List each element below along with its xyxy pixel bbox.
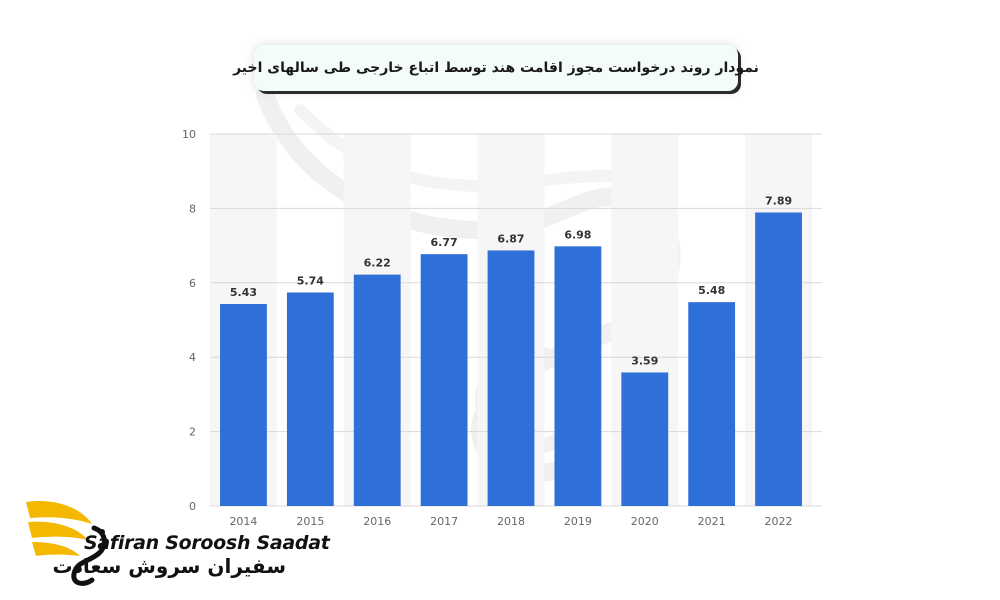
bar-2022 <box>755 212 802 506</box>
y-tick-label: 8 <box>189 202 196 215</box>
x-tick-label: 2016 <box>363 515 391 528</box>
y-tick-label: 4 <box>189 351 196 364</box>
bar-2016 <box>353 274 401 506</box>
bar-2014 <box>220 304 267 506</box>
bar-value-label: 5.74 <box>297 274 324 287</box>
bar-value-label: 6.87 <box>497 232 524 245</box>
bar-2015 <box>286 292 334 506</box>
chart-title: نمودار روند درخواست مجوز اقامت هند توسط … <box>233 60 759 76</box>
y-tick-label: 0 <box>189 500 196 513</box>
y-tick-label: 2 <box>189 426 196 439</box>
bar-value-label: 7.89 <box>765 194 792 207</box>
x-tick-label: 2021 <box>698 515 726 528</box>
wing-logo-icon <box>26 500 107 586</box>
brand-logo: Safiran Soroosh Saadat سفیران سروش سعادت <box>22 488 330 588</box>
brand-name-persian: سفیران سروش سعادت <box>52 554 287 578</box>
bar-value-label: 6.22 <box>364 257 391 270</box>
bar-2017 <box>420 254 468 506</box>
x-tick-label: 2018 <box>497 515 525 528</box>
bar-value-label: 5.43 <box>230 286 257 299</box>
bar-value-label: 3.59 <box>631 354 658 367</box>
bar-2018 <box>487 250 535 506</box>
x-tick-label: 2022 <box>765 515 793 528</box>
bar-value-label: 5.48 <box>698 284 725 297</box>
bar-2019 <box>554 246 602 506</box>
x-tick-label: 2019 <box>564 515 592 528</box>
bar-value-label: 6.98 <box>564 228 591 241</box>
x-tick-label: 2015 <box>296 515 324 528</box>
brand-name-latin: Safiran Soroosh Saadat <box>84 532 330 554</box>
x-tick-label: 2017 <box>430 515 458 528</box>
bar-value-label: 6.77 <box>431 236 458 249</box>
bar-2020 <box>621 372 669 506</box>
y-tick-label: 6 <box>189 277 196 290</box>
chart-title-box: نمودار روند درخواست مجوز اقامت هند توسط … <box>233 45 759 91</box>
y-tick-label: 10 <box>182 128 196 141</box>
x-tick-label: 2020 <box>631 515 659 528</box>
x-tick-label: 2014 <box>229 515 257 528</box>
bar-2021 <box>688 302 736 506</box>
